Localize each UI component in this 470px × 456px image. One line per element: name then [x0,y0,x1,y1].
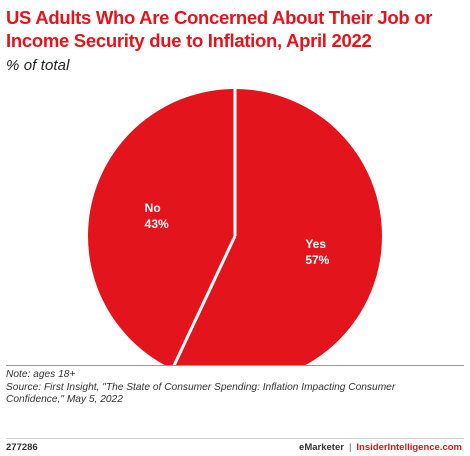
slice-category-no: No [145,201,161,215]
slice-separator-2 [172,235,237,365]
note-text: Note: ages 18+ [6,369,76,380]
brand-separator: | [348,442,352,453]
slice-label-yes: Yes 57% [305,237,329,267]
brand-site: InsiderIntelligence.com [356,442,462,453]
branding: eMarketer | InsiderIntelligence.com [299,442,462,453]
footnote-divider [6,365,464,366]
slice-value-no: 43% [145,217,169,231]
pie-slice-no [88,89,235,365]
chart-id: 277286 [6,442,38,453]
pie-chart: Yes 57% No 43% [88,89,382,365]
chart-title: US Adults Who Are Concerned About Their … [6,7,433,51]
footnotes: Note: ages 18+ Source: First Insight, "T… [6,369,456,407]
source-text: Source: First Insight, "The State of Con… [6,381,396,406]
slice-category-yes: Yes [305,237,326,251]
slice-label-no: No 43% [145,201,169,231]
footer-divider [6,438,464,439]
slice-value-yes: 57% [305,253,329,267]
pie-slice-yes [174,89,382,365]
brand-name: eMarketer [299,442,344,453]
chart-subtitle: % of total [6,57,70,74]
